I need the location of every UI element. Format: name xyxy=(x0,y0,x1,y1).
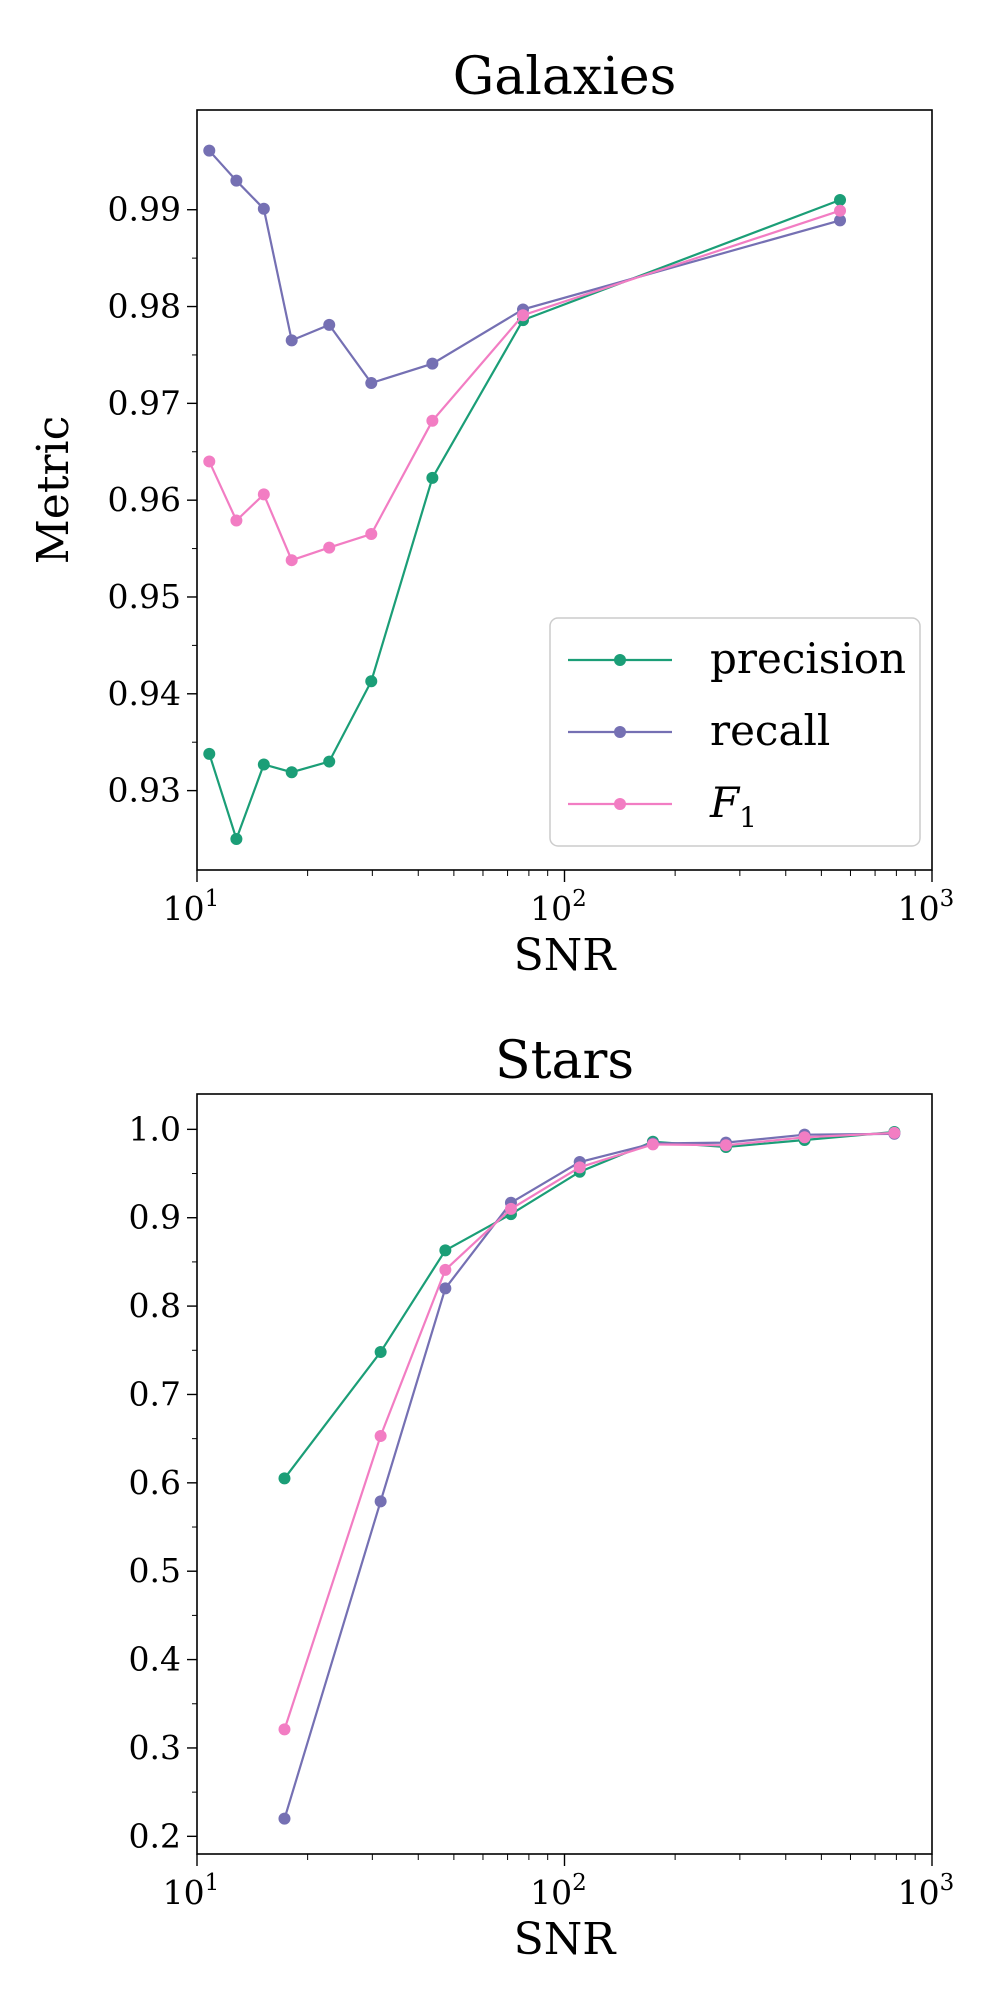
galaxies-ylabel: Metric xyxy=(28,416,79,565)
galaxies-title: Galaxies xyxy=(453,47,677,107)
galaxies-ytick-label: 0.98 xyxy=(108,287,181,326)
galaxies-recall-point xyxy=(203,144,216,157)
galaxies-legend-precision-marker xyxy=(614,654,626,666)
galaxies-f1-point xyxy=(203,455,216,468)
stars-f1-point xyxy=(439,1263,452,1276)
galaxies-xlabel: SNR xyxy=(514,930,618,981)
galaxies-xtick-label: 101 xyxy=(163,886,220,928)
galaxies-f1-point xyxy=(426,414,439,427)
stars-recall-point xyxy=(439,1282,452,1295)
galaxies-ytick-label: 0.95 xyxy=(108,577,181,616)
stars-title: Stars xyxy=(495,1031,634,1091)
galaxies-precision-point xyxy=(285,766,298,779)
galaxies-f1-point xyxy=(257,488,270,501)
stars-ytick-label: 0.7 xyxy=(129,1374,181,1413)
galaxies-f1-line xyxy=(208,209,841,562)
stars-recall-point xyxy=(278,1812,291,1825)
stars-ytick-label: 0.5 xyxy=(129,1551,181,1590)
stars-ytick-label: 0.2 xyxy=(129,1816,181,1855)
galaxies-precision-point xyxy=(257,758,270,771)
galaxies-xtick-label: 102 xyxy=(530,886,587,928)
galaxies-f1-point xyxy=(834,204,847,217)
stars-recall-line xyxy=(283,1132,895,1820)
stars-precision-point xyxy=(374,1346,387,1359)
stars-f1-point xyxy=(573,1161,586,1174)
stars-f1-point xyxy=(374,1430,387,1442)
stars-precision-point xyxy=(278,1472,291,1485)
galaxies-precision-point xyxy=(834,194,847,207)
galaxies-legend xyxy=(549,617,921,847)
galaxies-legend-f1-label: F1 xyxy=(709,778,757,834)
galaxies-f1-point xyxy=(230,514,243,527)
stars-ytick-label: 0.6 xyxy=(129,1463,181,1502)
stars-precision-point xyxy=(439,1244,452,1257)
galaxies-ytick-label: 0.94 xyxy=(108,674,181,713)
stars-recall-point xyxy=(374,1495,387,1508)
galaxies-recall-point xyxy=(230,174,243,187)
galaxies-recall-line xyxy=(208,149,841,385)
galaxies-recall-point xyxy=(323,318,336,331)
stars-f1-point xyxy=(798,1131,811,1144)
galaxies-ytick-label: 0.99 xyxy=(108,190,181,229)
galaxies-precision-point xyxy=(203,747,216,760)
galaxies-precision-point xyxy=(230,833,243,846)
galaxies-f1-point xyxy=(516,309,529,322)
stars-xtick-label: 101 xyxy=(163,1870,220,1912)
galaxies-precision-point xyxy=(426,471,439,484)
galaxies-recall-point xyxy=(365,377,378,390)
stars-ytick-label: 0.3 xyxy=(129,1728,181,1767)
galaxies-ytick-label: 0.96 xyxy=(108,480,181,519)
stars-f1-line xyxy=(283,1131,895,1730)
galaxies-precision-point xyxy=(323,755,336,768)
galaxies-panel: Galaxies 0.93 0.94 0.95 0.96 0.97 0.98 0.99 101 1… xyxy=(28,47,954,981)
galaxies-legend-f1-marker xyxy=(614,798,626,810)
stars-ytick-label: 0.4 xyxy=(129,1640,181,1679)
stars-xtick-label: 102 xyxy=(530,1870,587,1912)
galaxies-f1-point xyxy=(285,554,298,567)
stars-f1-point xyxy=(719,1139,732,1152)
galaxies-recall-point xyxy=(285,334,298,347)
stars-ytick-label: 0.8 xyxy=(129,1286,181,1325)
galaxies-ytick-label: 0.93 xyxy=(108,771,181,810)
stars-f1-point xyxy=(504,1202,517,1215)
stars-f1-point xyxy=(278,1723,291,1736)
galaxies-legend-recall-marker xyxy=(614,726,626,738)
stars-f1-point xyxy=(646,1138,659,1151)
stars-panel: Stars 0.2 0.3 0.4 0.5 0.6 0.7 0.8 0.9 1.0 101 102 10… xyxy=(129,1031,955,1965)
galaxies-recall-point xyxy=(257,202,270,215)
stars-ytick-label: 1.0 xyxy=(129,1109,181,1148)
galaxies-f1-point xyxy=(365,528,378,541)
stars-precision-line xyxy=(283,1130,895,1480)
stars-ytick-label: 0.9 xyxy=(129,1198,181,1237)
galaxies-legend-precision-label: precision xyxy=(710,634,906,683)
galaxies-recall-point xyxy=(426,357,439,370)
galaxies-ytick-label: 0.97 xyxy=(108,383,181,422)
galaxies-legend-recall-label: recall xyxy=(710,706,830,755)
galaxies-xtick-label: 103 xyxy=(898,886,955,928)
stars-xtick-label: 103 xyxy=(898,1870,955,1912)
stars-f1-point xyxy=(888,1126,901,1139)
galaxies-precision-point xyxy=(365,675,378,688)
galaxies-recall-point xyxy=(834,214,847,227)
stars-xlabel: SNR xyxy=(514,1914,618,1965)
galaxies-f1-point xyxy=(323,541,336,554)
